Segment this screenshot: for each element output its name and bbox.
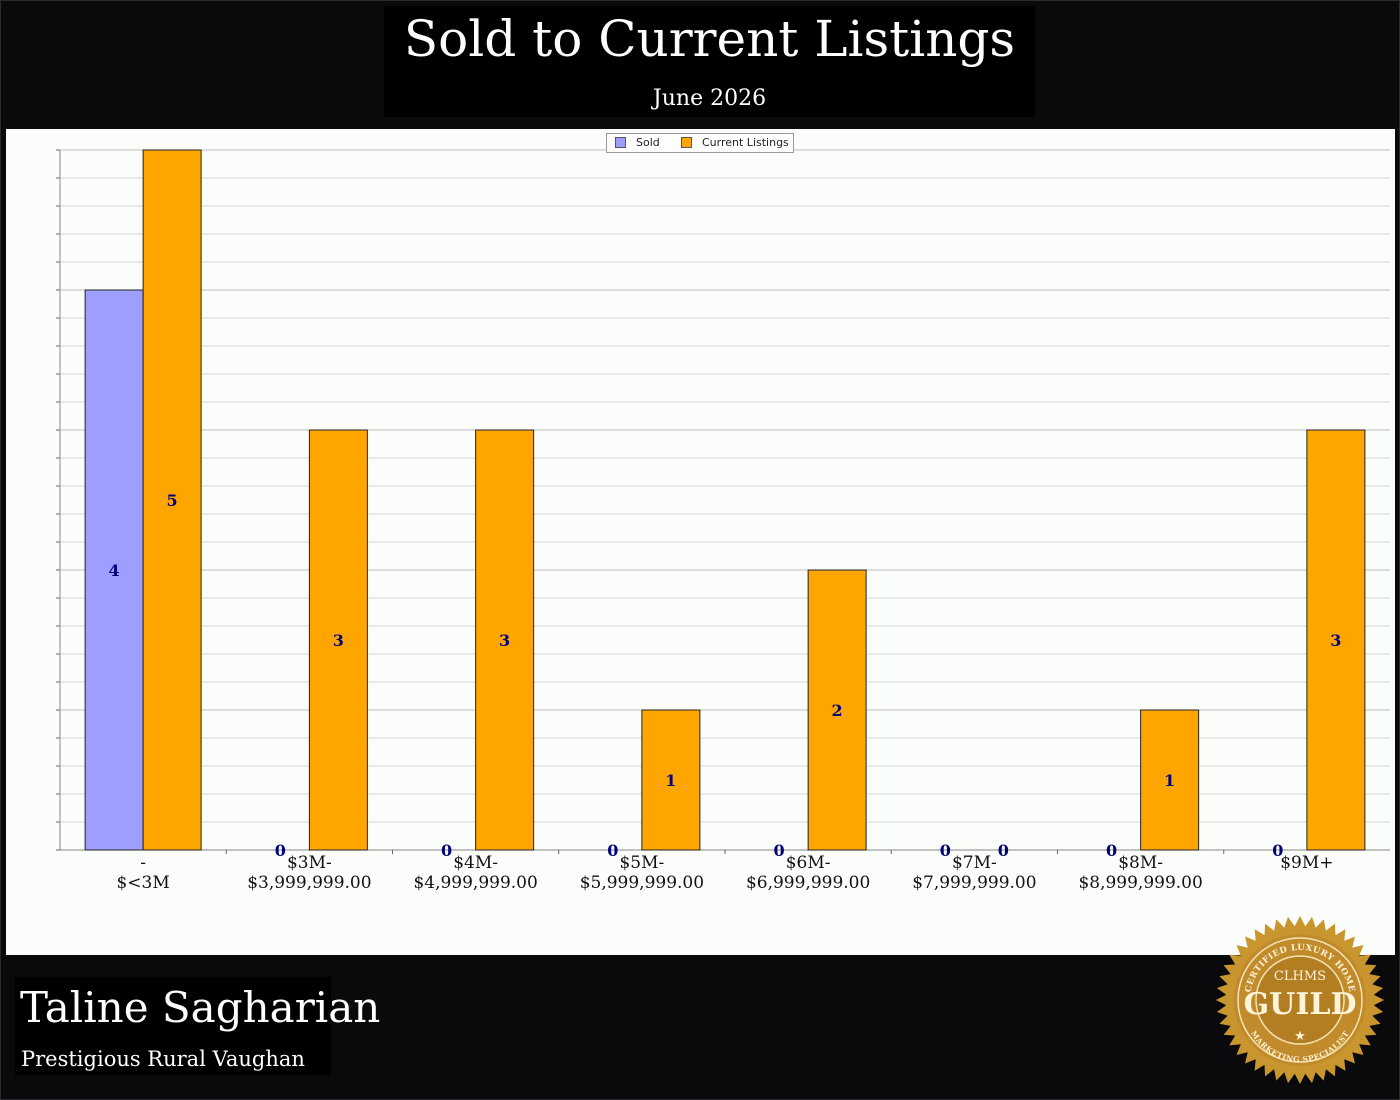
category-label: $8M-$8,999,999.00 [1078,853,1202,893]
value-label-sold: 0 [441,841,452,860]
category-label: $6M-$6,999,999.00 [746,853,870,893]
legend-swatch-sold [615,137,626,148]
value-label-current: 3 [1330,631,1341,650]
chart-title: Sold to Current Listings [403,10,1016,68]
value-label-current: 3 [333,631,344,650]
bar-chart: 45-$<3M03$3M-$3,999,999.0003$4M-$4,999,9… [56,149,1390,893]
seal-word: GUILD [1244,987,1357,1022]
bar-sold [84,289,144,851]
bar-current [308,429,368,851]
legend-label-sold: Sold [636,136,660,149]
value-label-current: 5 [167,491,178,510]
category-label: -$<3M [116,853,169,893]
chart-panel: 4 5 -$<3M 0 3 $3M-$3,999,999.00 0 3 $4M-$4,999,9… [6,129,1395,955]
title-banner: Sold to Current Listings June 2026 [384,6,1035,117]
bar-current [1140,709,1200,851]
value-label-current: 1 [1164,771,1175,790]
legend-label-current: Current Listings [702,136,789,149]
value-label-sold: 0 [607,841,618,860]
value-label-sold: 0 [1106,841,1117,860]
star-icon: ★ [1294,1029,1306,1044]
seal-abbr: CLHMS [1274,969,1326,984]
legend-item-current: Current Listings [681,136,789,149]
chart-subtitle: June 2026 [652,86,767,111]
value-label-sold: 0 [275,841,286,860]
bar-current [1306,429,1366,851]
category-label: $9M+ [1280,853,1333,873]
value-label-current: 2 [832,701,843,720]
category-label: $3M-$3,999,999.00 [247,853,371,893]
value-label-sold: 0 [1272,841,1283,860]
legend-swatch-current [681,137,692,148]
value-label-current: 3 [499,631,510,650]
value-label-sold: 4 [109,561,120,580]
agent-area: Prestigious Rural Vaughan [21,1047,305,1071]
bar-current [142,149,202,851]
category-label: $4M-$4,999,999.00 [413,853,537,893]
value-label-sold: 0 [774,841,785,860]
value-label-current: 1 [665,771,676,790]
chart-legend: Sold Current Listings [606,133,794,153]
value-label-current: 0 [998,841,1009,860]
agent-name: Taline Sagharian [20,983,381,1032]
bar-current [807,569,867,851]
agent-card: Taline Sagharian Prestigious Rural Vaugh… [15,977,380,1075]
bar-current [641,709,701,851]
clhms-guild-seal: CERTIFIED LUXURY HOME MARKETING SPECIALI… [1216,916,1384,1084]
category-label: $5M-$5,999,999.00 [580,853,704,893]
legend-item-sold: Sold [615,136,660,149]
bar-current [475,429,535,851]
value-label-sold: 0 [940,841,951,860]
category-label: $7M-$7,999,999.00 [912,853,1036,893]
